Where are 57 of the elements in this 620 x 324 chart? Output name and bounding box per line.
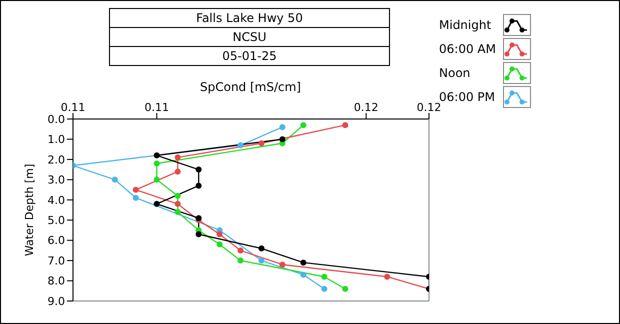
point xyxy=(300,272,306,278)
text: Noon xyxy=(439,66,472,80)
point xyxy=(342,286,348,292)
legend-label: 06:00 AM xyxy=(439,42,497,56)
y-tick-label: 1.0 xyxy=(48,133,65,146)
legend-label: 06:00 PM xyxy=(439,90,496,104)
point xyxy=(342,122,348,128)
point xyxy=(279,136,286,142)
point xyxy=(300,260,306,266)
point xyxy=(258,245,264,252)
point xyxy=(258,140,264,146)
point xyxy=(112,176,118,183)
chart-subtitle: NCSU xyxy=(109,27,390,47)
point xyxy=(238,258,244,264)
point xyxy=(238,142,244,148)
y-tick-label: 0.0 xyxy=(48,112,65,126)
y-axis-title: Water Depth [m] xyxy=(22,164,36,256)
point xyxy=(216,241,223,248)
point xyxy=(216,231,223,238)
x-tick-label: 0.12 xyxy=(416,101,442,114)
point xyxy=(174,168,181,175)
y-tick-label: 8.0 xyxy=(48,274,65,288)
point xyxy=(196,166,202,173)
y-tick-label: 3.0 xyxy=(48,174,65,187)
y-tick-label: 5.0 xyxy=(48,214,65,228)
point xyxy=(321,286,328,292)
text: 05-01-25 xyxy=(109,46,390,66)
point xyxy=(279,262,286,268)
point xyxy=(174,192,181,199)
point xyxy=(321,274,328,280)
point xyxy=(196,182,202,189)
y-tick-label: 9.0 xyxy=(48,294,65,308)
point xyxy=(154,200,160,207)
point xyxy=(174,200,181,207)
x-tick-label: 0.12 xyxy=(354,101,378,114)
point xyxy=(154,176,160,183)
point xyxy=(154,152,160,158)
x-axis-title: SpCond [mS/cm] xyxy=(199,80,302,94)
point xyxy=(238,247,244,254)
point xyxy=(300,122,306,128)
point xyxy=(279,124,286,130)
point xyxy=(174,154,181,160)
y-tick-label: 6.0 xyxy=(48,234,65,248)
point xyxy=(174,209,181,216)
y-tick-label: 4.0 xyxy=(48,194,65,207)
x-tick-label: 0.11 xyxy=(144,101,170,114)
legend-label: Midnight xyxy=(439,18,492,32)
point xyxy=(132,194,139,201)
x-tick-label: 0.11 xyxy=(60,101,86,114)
point xyxy=(196,231,202,238)
point xyxy=(132,186,139,193)
point xyxy=(154,160,160,166)
y-tick-label: 7.0 xyxy=(48,254,65,268)
y-tick-label: 2.0 xyxy=(48,153,65,166)
point xyxy=(384,274,390,280)
chart-title: Falls Lake Hwy 50 xyxy=(109,8,390,28)
point xyxy=(258,258,264,264)
